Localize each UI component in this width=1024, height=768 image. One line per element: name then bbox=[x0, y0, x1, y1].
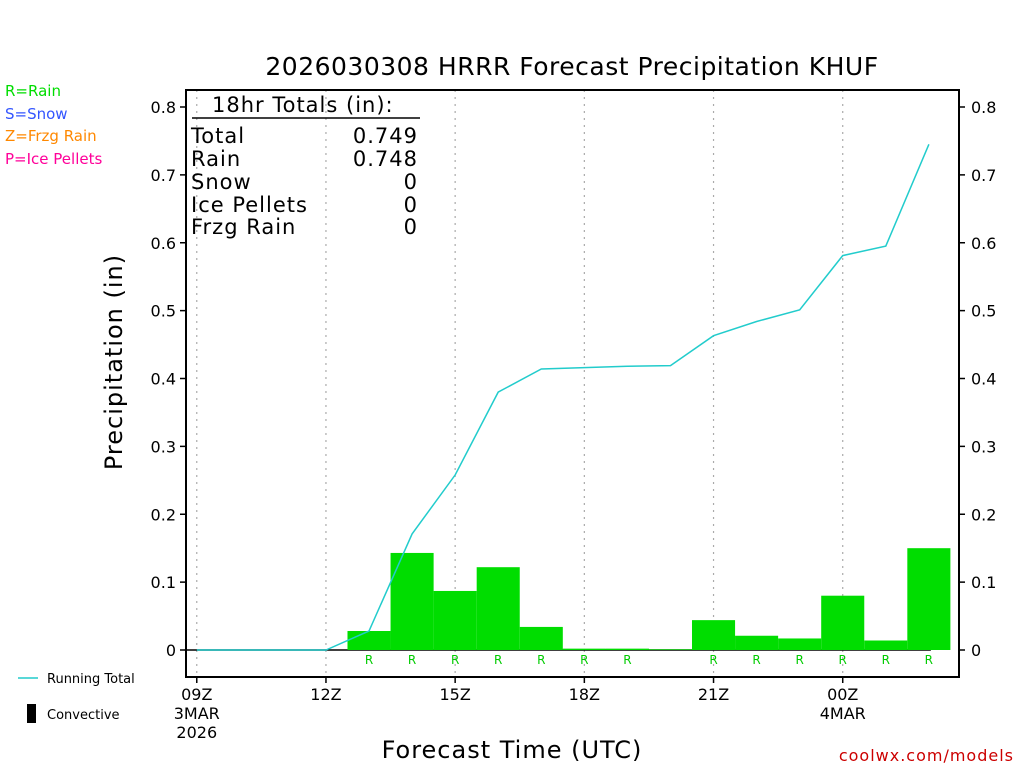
bar bbox=[864, 640, 908, 650]
bar bbox=[605, 648, 649, 650]
y-axis-title: Precipitation (in) bbox=[100, 254, 128, 470]
bar bbox=[562, 648, 606, 650]
y-tick-label-right: 0.6 bbox=[971, 234, 996, 253]
precip-type-label: R bbox=[365, 653, 373, 667]
chart-title: 2026030308 HRRR Forecast Precipitation K… bbox=[265, 52, 878, 81]
y-tick-label-right: 0.8 bbox=[971, 98, 996, 117]
legend-frzg-rain: Z=Frzg Rain bbox=[5, 127, 97, 145]
convective-legend-swatch bbox=[27, 704, 36, 723]
totals-value-ice-pellets: 0 bbox=[404, 193, 418, 217]
bar bbox=[907, 548, 951, 650]
precip-type-label: R bbox=[925, 653, 933, 667]
totals-value-snow: 0 bbox=[404, 170, 418, 194]
totals-label-snow: Snow bbox=[191, 170, 252, 194]
bar bbox=[390, 552, 434, 650]
y-tick-label-left: 0.5 bbox=[151, 302, 176, 321]
series-legend: Running Total Convective bbox=[18, 672, 135, 723]
precip-type-label: R bbox=[537, 653, 545, 667]
bar bbox=[347, 630, 391, 650]
y-tick-label-left: 0.7 bbox=[151, 166, 176, 185]
totals-value-frzg-rain: 0 bbox=[404, 215, 418, 239]
y-tick-label-right: 0.3 bbox=[971, 437, 996, 456]
x-tick-label: 00Z bbox=[827, 685, 858, 704]
x-axis-title: Forecast Time (UTC) bbox=[382, 736, 643, 764]
bar bbox=[778, 638, 822, 650]
precip-type-legend: R=Rain S=Snow Z=Frzg Rain P=Ice Pellets bbox=[5, 82, 102, 168]
bar bbox=[692, 620, 736, 650]
running-total-line bbox=[196, 144, 930, 651]
bar bbox=[433, 590, 477, 650]
y-tick-label-right: 0.2 bbox=[971, 505, 996, 524]
precip-type-label: R bbox=[839, 653, 847, 667]
totals-value-rain: 0.748 bbox=[353, 147, 418, 171]
precip-type-label: R bbox=[882, 653, 890, 667]
credit-link[interactable]: coolwx.com/models bbox=[839, 746, 1014, 765]
x-tick-label: 21Z bbox=[698, 685, 729, 704]
x-tick-label: 09Z bbox=[181, 685, 212, 704]
grid-lines bbox=[184, 90, 931, 677]
x-tick-year: 2026 bbox=[176, 723, 217, 742]
x-tick-label: 15Z bbox=[439, 685, 470, 704]
precip-type-label: R bbox=[580, 653, 588, 667]
convective-legend-label: Convective bbox=[47, 708, 120, 723]
legend-snow: S=Snow bbox=[5, 105, 68, 123]
totals-value-total: 0.749 bbox=[353, 124, 418, 148]
precip-type-label: R bbox=[494, 653, 502, 667]
x-tick-date: 4MAR bbox=[820, 704, 866, 723]
totals-box: 18hr Totals (in): Total 0.749 Rain 0.748… bbox=[190, 93, 420, 239]
running-total-legend-label: Running Total bbox=[47, 672, 135, 687]
legend-ice-pellets: P=Ice Pellets bbox=[5, 150, 102, 168]
bar bbox=[648, 649, 693, 650]
totals-label-frzg-rain: Frzg Rain bbox=[191, 215, 296, 239]
x-tick-date: 3MAR bbox=[174, 704, 220, 723]
running-total-series bbox=[196, 144, 930, 651]
y-tick-label-right: 0.4 bbox=[971, 370, 996, 389]
bar-series bbox=[347, 548, 951, 650]
bar bbox=[735, 635, 779, 650]
y-tick-label-left: 0.6 bbox=[151, 234, 176, 253]
precip-type-label: R bbox=[623, 653, 631, 667]
precip-type-label: R bbox=[709, 653, 717, 667]
bar bbox=[821, 595, 865, 650]
x-tick-label: 18Z bbox=[569, 685, 600, 704]
precip-type-label: R bbox=[408, 653, 416, 667]
y-tick-label-left: 0.2 bbox=[151, 505, 176, 524]
totals-header: 18hr Totals (in): bbox=[212, 93, 394, 117]
y-axis: 0 00.1 0.10.2 0.20.3 0.30.4 0.40.5 0.50.6 0.60.… bbox=[151, 98, 997, 660]
totals-label-total: Total bbox=[190, 124, 245, 148]
y-tick-label-right: 0 bbox=[971, 641, 981, 660]
y-tick-label-left: 0 bbox=[166, 641, 176, 660]
y-tick-label-right: 0.5 bbox=[971, 302, 996, 321]
totals-label-ice-pellets: Ice Pellets bbox=[191, 193, 308, 217]
y-tick-label-left: 0.4 bbox=[151, 370, 176, 389]
precip-type-label: R bbox=[752, 653, 760, 667]
precip-type-label: R bbox=[451, 653, 459, 667]
bar bbox=[476, 567, 520, 650]
totals-label-rain: Rain bbox=[191, 147, 241, 171]
y-tick-label-left: 0.8 bbox=[151, 98, 176, 117]
x-tick-label: 12Z bbox=[310, 685, 341, 704]
y-tick-label-left: 0.1 bbox=[151, 573, 176, 592]
y-tick-label-right: 0.7 bbox=[971, 166, 996, 185]
bar bbox=[519, 626, 563, 650]
y-tick-label-left: 0.3 bbox=[151, 437, 176, 456]
precip-type-label: R bbox=[795, 653, 803, 667]
legend-rain: R=Rain bbox=[5, 82, 61, 100]
y-tick-label-right: 0.1 bbox=[971, 573, 996, 592]
plot-frame bbox=[185, 89, 960, 678]
